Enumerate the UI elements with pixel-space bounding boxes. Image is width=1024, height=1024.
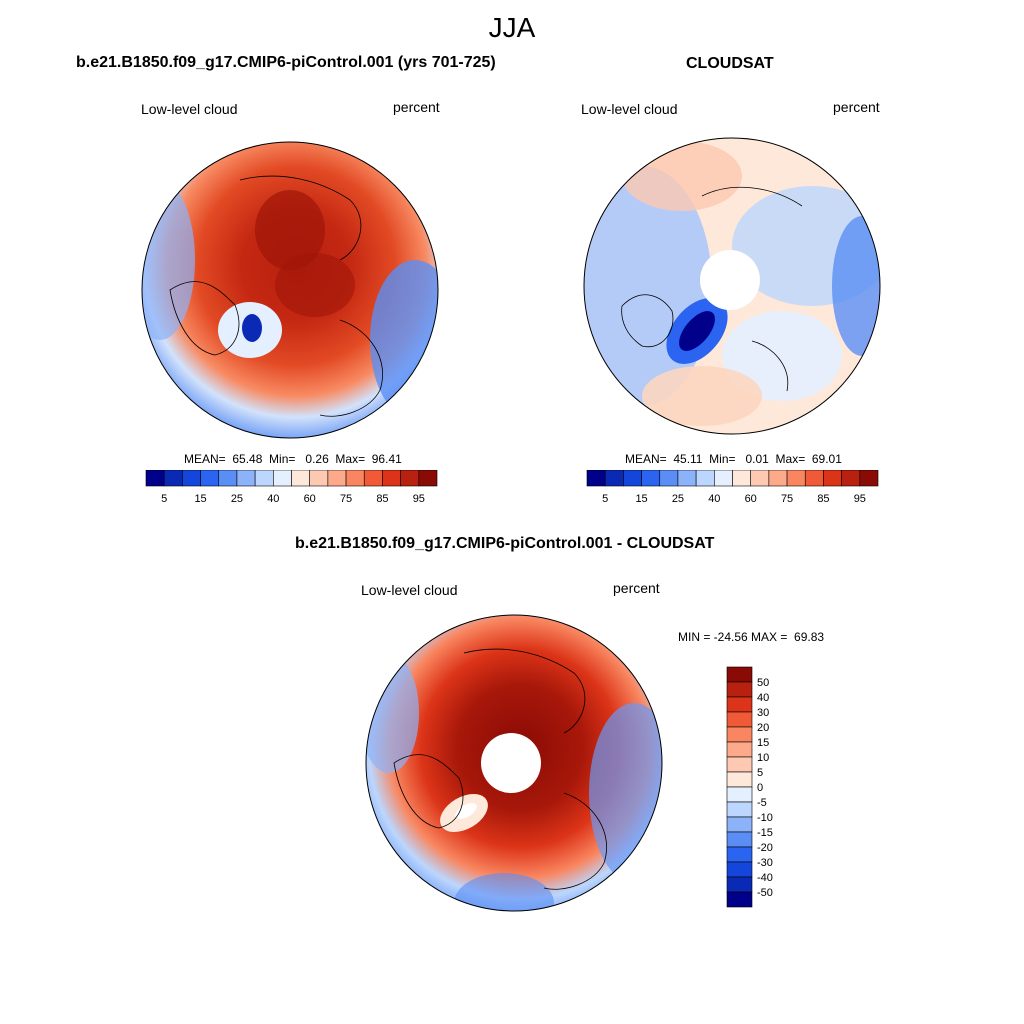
panel1-title: b.e21.B1850.f09_g17.CMIP6-piControl.001 … <box>76 54 496 71</box>
panel2-units-label: percent <box>833 99 880 115</box>
colorbar-swatch <box>726 876 753 893</box>
colorbar-swatch <box>786 470 806 487</box>
colorbar-tick-label: -20 <box>757 842 773 854</box>
panel2-statistics: MEAN= 45.11 Min= 0.01 Max= 69.01 <box>625 452 842 466</box>
colorbar-swatch <box>726 666 753 683</box>
colorbar-swatch <box>382 470 401 487</box>
panel3-variable-label: Low-level cloud <box>361 582 458 598</box>
colorbar-swatch <box>677 470 697 487</box>
colorbar-tick-label: 25 <box>672 493 684 505</box>
colorbar-tick-label: 85 <box>376 493 388 505</box>
colorbar-swatch <box>726 786 753 803</box>
colorbar-swatch <box>218 470 238 487</box>
colorbar-swatch <box>163 470 183 487</box>
colorbar-swatch <box>726 846 753 863</box>
colorbar-swatch <box>400 470 420 487</box>
colorbar-swatch <box>641 470 661 487</box>
colorbar-swatch <box>726 696 753 713</box>
colorbar-tick-label: -15 <box>757 827 773 839</box>
colorbar-tick-label: 5 <box>757 767 763 779</box>
colorbar-tick-label: -40 <box>757 872 773 884</box>
colorbar-swatch <box>182 470 201 487</box>
colorbar-tick-label: 40 <box>757 692 769 704</box>
colorbar-tick-label: 25 <box>231 493 243 505</box>
colorbar-swatch <box>726 816 753 833</box>
colorbar-swatch <box>726 831 753 848</box>
colorbar-tick-label: -5 <box>757 797 767 809</box>
colorbar-swatch <box>145 470 165 487</box>
colorbar-swatch <box>623 470 642 487</box>
panel3-statistics: MIN = -24.56 MAX = 69.83 <box>678 630 825 644</box>
panel1-statistics: MEAN= 65.48 Min= 0.26 Max= 96.41 <box>184 452 402 466</box>
panel3-polar-map <box>365 614 663 912</box>
colorbar-tick-label: 0 <box>757 782 763 794</box>
colorbar-swatch <box>726 891 753 908</box>
colorbar-tick-label: 60 <box>745 493 757 505</box>
colorbar-swatch <box>726 801 753 818</box>
colorbar-swatch <box>604 470 624 487</box>
panel2-colorbar: 5 15 25 40 60 75 85 95 <box>586 470 879 505</box>
colorbar-swatch <box>750 470 770 487</box>
colorbar-swatch <box>804 470 824 487</box>
panel1-variable-label: Low-level cloud <box>141 101 238 117</box>
colorbar-tick-label: 30 <box>757 707 769 719</box>
colorbar-swatch <box>726 681 753 698</box>
colorbar-swatch <box>309 470 329 487</box>
panel2-variable-label: Low-level cloud <box>581 101 678 117</box>
panel1-units-label: percent <box>393 99 440 115</box>
colorbar-tick-label: 75 <box>781 493 793 505</box>
panel1-polar-map <box>141 141 439 439</box>
colorbar-swatch <box>586 470 606 487</box>
colorbar-swatch <box>823 470 842 487</box>
panel3-units-label: percent <box>613 580 660 596</box>
colorbar-swatch <box>363 470 383 487</box>
colorbar-swatch <box>327 470 347 487</box>
colorbar-swatch <box>254 470 274 487</box>
colorbar-tick-label: 15 <box>194 493 206 505</box>
colorbar-swatch <box>841 470 861 487</box>
colorbar-tick-label: -10 <box>757 812 773 824</box>
colorbar-swatch <box>726 726 753 743</box>
colorbar-tick-label: 40 <box>708 493 720 505</box>
figure-title: JJA <box>488 12 536 43</box>
colorbar-swatch <box>236 470 256 487</box>
colorbar-tick-label: 10 <box>757 752 769 764</box>
colorbar-swatch <box>732 470 751 487</box>
colorbar-swatch <box>726 861 753 878</box>
colorbar-tick-label: 50 <box>757 677 769 689</box>
colorbar-tick-label: 20 <box>757 722 769 734</box>
colorbar-tick-label: -50 <box>757 887 773 899</box>
colorbar-tick-label: 5 <box>161 493 167 505</box>
colorbar-tick-label: -30 <box>757 857 773 869</box>
colorbar-swatch <box>418 470 438 487</box>
colorbar-tick-label: 60 <box>304 493 316 505</box>
colorbar-tick-label: 5 <box>602 493 608 505</box>
colorbar-tick-label: 15 <box>635 493 647 505</box>
colorbar-tick-label: 95 <box>413 493 425 505</box>
colorbar-swatch <box>200 470 220 487</box>
colorbar-swatch <box>726 741 753 758</box>
colorbar-swatch <box>726 711 753 728</box>
colorbar-tick-label: 40 <box>267 493 279 505</box>
colorbar-swatch <box>768 470 788 487</box>
colorbar-tick-label: 75 <box>340 493 352 505</box>
colorbar-swatch <box>726 756 753 773</box>
colorbar-swatch <box>859 470 879 487</box>
colorbar-swatch <box>345 470 365 487</box>
colorbar-swatch <box>273 470 292 487</box>
colorbar-swatch <box>291 470 310 487</box>
colorbar-swatch <box>659 470 679 487</box>
panel2-polar-map <box>583 137 881 435</box>
panel3-title: b.e21.B1850.f09_g17.CMIP6-piControl.001 … <box>295 535 715 552</box>
panel2-title: CLOUDSAT <box>686 55 774 72</box>
colorbar-tick-label: 85 <box>817 493 829 505</box>
colorbar-swatch <box>726 771 753 788</box>
panel1-colorbar: 5 15 25 40 60 75 85 95 <box>145 470 438 505</box>
colorbar-tick-label: 95 <box>854 493 866 505</box>
colorbar-tick-label: 15 <box>757 737 769 749</box>
colorbar-swatch <box>695 470 715 487</box>
colorbar-swatch <box>714 470 733 487</box>
